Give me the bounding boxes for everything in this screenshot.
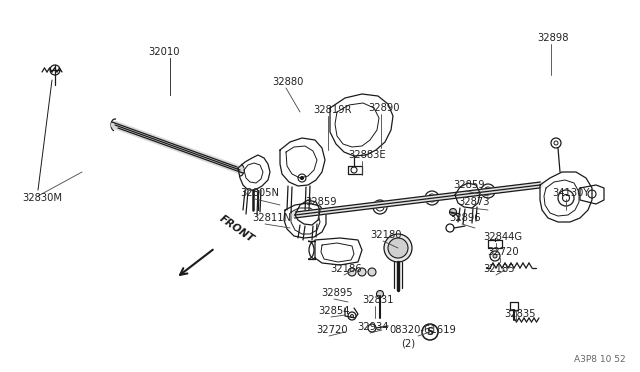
Text: 32831: 32831 <box>362 295 394 305</box>
Circle shape <box>449 208 456 215</box>
Text: 32883E: 32883E <box>348 150 386 160</box>
Text: 32896: 32896 <box>449 213 481 223</box>
Text: (2): (2) <box>401 339 415 349</box>
Text: 32895: 32895 <box>321 288 353 298</box>
Text: 32859: 32859 <box>453 180 484 190</box>
Circle shape <box>348 268 356 276</box>
Text: 32880: 32880 <box>272 77 303 87</box>
Text: 32934: 32934 <box>357 322 388 332</box>
Circle shape <box>493 254 497 258</box>
Text: 34130Y: 34130Y <box>552 188 589 198</box>
Circle shape <box>368 268 376 276</box>
Text: 08320-61619: 08320-61619 <box>389 325 456 335</box>
Text: 32811N: 32811N <box>252 213 291 223</box>
Text: 32898: 32898 <box>537 33 568 43</box>
Text: 32819R: 32819R <box>313 105 351 115</box>
Text: A3P8 10 52: A3P8 10 52 <box>574 356 626 365</box>
Text: FRONT: FRONT <box>218 213 256 244</box>
Text: 32830M: 32830M <box>22 193 62 203</box>
Text: 32873: 32873 <box>458 197 490 207</box>
Text: 32844G: 32844G <box>483 232 522 242</box>
Circle shape <box>376 291 383 298</box>
Text: 32186: 32186 <box>330 264 362 274</box>
Text: 32010: 32010 <box>148 47 179 57</box>
Text: 32805N: 32805N <box>240 188 279 198</box>
Text: S: S <box>426 327 433 337</box>
Circle shape <box>301 176 303 180</box>
Circle shape <box>388 238 408 258</box>
Text: 32854: 32854 <box>318 306 349 316</box>
Circle shape <box>351 314 353 317</box>
Text: 32180: 32180 <box>370 230 401 240</box>
Text: 32890: 32890 <box>368 103 399 113</box>
Circle shape <box>384 234 412 262</box>
Circle shape <box>358 268 366 276</box>
Text: 32859: 32859 <box>305 197 337 207</box>
Text: 32720: 32720 <box>487 247 518 257</box>
Text: 32835: 32835 <box>504 309 536 319</box>
Text: 32185: 32185 <box>483 264 515 274</box>
Text: 32720: 32720 <box>316 325 348 335</box>
